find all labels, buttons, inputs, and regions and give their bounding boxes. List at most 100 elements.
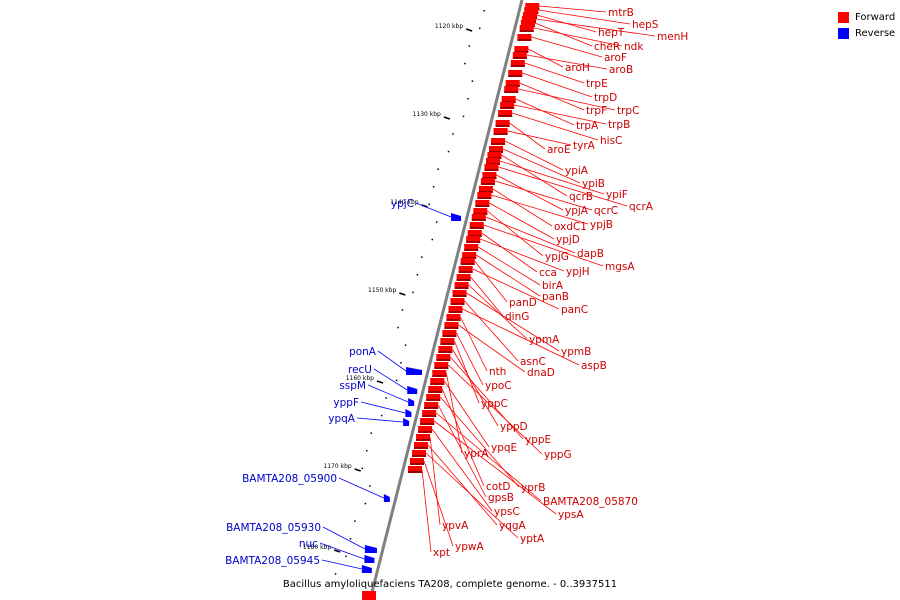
forward-gene-label[interactable]: xpt — [433, 547, 450, 559]
forward-gene-block[interactable] — [466, 236, 481, 243]
forward-gene-block[interactable] — [462, 252, 477, 259]
forward-gene-label[interactable]: oxdC1 — [554, 221, 587, 233]
forward-gene-label[interactable]: cca — [539, 267, 557, 279]
forward-gene-block[interactable] — [525, 3, 540, 10]
reverse-gene-label[interactable]: BAMTA208_05900 — [242, 473, 337, 485]
forward-gene-label[interactable]: qcrC — [594, 205, 618, 217]
forward-gene-block[interactable] — [471, 214, 486, 221]
forward-gene-label[interactable]: ypsA — [558, 509, 584, 521]
reverse-gene-label[interactable]: recU — [348, 364, 372, 376]
forward-gene-label[interactable]: ypjD — [556, 234, 580, 246]
forward-gene-label[interactable]: ypwA — [455, 541, 484, 553]
forward-gene-block[interactable] — [517, 34, 532, 41]
forward-gene-block[interactable] — [491, 138, 506, 145]
forward-gene-label[interactable]: ypjA — [565, 205, 589, 217]
forward-gene-label[interactable]: yqgA — [499, 520, 527, 532]
forward-gene-label[interactable]: dnaD — [527, 367, 555, 379]
reverse-gene-block[interactable] — [407, 386, 418, 394]
forward-gene-block[interactable] — [450, 298, 465, 305]
forward-gene-block[interactable] — [446, 314, 461, 321]
forward-gene-label[interactable]: yppC — [481, 398, 508, 410]
forward-gene-label[interactable]: ypsC — [494, 506, 520, 518]
forward-gene-label[interactable]: panB — [542, 291, 569, 303]
forward-gene-label[interactable]: ypoC — [485, 380, 512, 392]
forward-gene-block[interactable] — [456, 274, 471, 281]
reverse-gene-block[interactable] — [408, 398, 415, 406]
forward-gene-block[interactable] — [412, 450, 427, 457]
forward-gene-label[interactable]: cotD — [486, 481, 510, 493]
forward-gene-block[interactable] — [454, 282, 469, 289]
forward-gene-block[interactable] — [514, 46, 529, 53]
forward-gene-label[interactable]: dapB — [577, 248, 604, 260]
forward-gene-block[interactable] — [414, 442, 429, 449]
forward-gene-block[interactable] — [473, 208, 488, 215]
forward-gene-block[interactable] — [432, 370, 447, 377]
forward-gene-block[interactable] — [442, 330, 457, 337]
reverse-gene-label[interactable]: yppF — [333, 397, 359, 409]
forward-gene-block[interactable] — [504, 86, 519, 93]
forward-gene-label[interactable]: ypmB — [561, 346, 591, 358]
forward-gene-block[interactable] — [484, 164, 499, 171]
reverse-gene-block[interactable] — [383, 494, 390, 502]
forward-gene-block[interactable] — [521, 16, 536, 23]
forward-gene-block[interactable] — [426, 394, 441, 401]
forward-gene-label[interactable]: birA — [542, 280, 564, 292]
reverse-gene-block[interactable] — [406, 367, 423, 375]
forward-gene-block[interactable] — [416, 434, 431, 441]
forward-gene-block[interactable] — [430, 378, 445, 385]
reverse-gene-block[interactable] — [405, 409, 412, 417]
reverse-gene-label[interactable]: BAMTA208_05930 — [226, 522, 321, 534]
forward-gene-block[interactable] — [420, 418, 435, 425]
forward-gene-block[interactable] — [500, 102, 515, 109]
reverse-gene-label[interactable]: BAMTA208_05945 — [225, 555, 320, 567]
forward-gene-block[interactable] — [482, 172, 497, 179]
forward-gene-block[interactable] — [524, 7, 539, 14]
forward-gene-label[interactable]: trpE — [586, 78, 608, 90]
forward-gene-block[interactable] — [478, 186, 493, 193]
forward-gene-block[interactable] — [362, 591, 376, 600]
forward-gene-label[interactable]: aroE — [547, 144, 571, 156]
forward-gene-label[interactable]: panD — [509, 297, 537, 309]
forward-gene-label[interactable]: tyrA — [573, 140, 596, 152]
forward-gene-label[interactable]: qcrB — [569, 191, 593, 203]
forward-gene-block[interactable] — [477, 192, 492, 199]
reverse-gene-block[interactable] — [364, 555, 375, 563]
forward-gene-block[interactable] — [444, 322, 459, 329]
forward-gene-block[interactable] — [480, 178, 495, 185]
forward-gene-block[interactable] — [510, 60, 525, 67]
reverse-gene-label[interactable]: ypqA — [328, 413, 356, 425]
forward-gene-label[interactable]: ypiA — [565, 165, 589, 177]
forward-gene-label[interactable]: ypqE — [491, 442, 517, 454]
forward-gene-label[interactable]: gpsB — [488, 492, 514, 504]
forward-gene-block[interactable] — [519, 25, 534, 32]
forward-gene-label[interactable]: qcrA — [629, 201, 654, 213]
reverse-gene-label[interactable]: nuc — [299, 538, 318, 550]
forward-gene-block[interactable] — [464, 244, 479, 251]
forward-gene-label[interactable]: dinG — [505, 311, 529, 323]
forward-gene-block[interactable] — [522, 12, 537, 19]
forward-gene-label[interactable]: ypmA — [529, 334, 560, 346]
forward-gene-label[interactable]: BAMTA208_05870 — [543, 496, 638, 508]
forward-gene-block[interactable] — [475, 200, 490, 207]
forward-gene-label[interactable]: trpD — [594, 92, 617, 104]
forward-gene-block[interactable] — [520, 20, 535, 27]
forward-gene-label[interactable]: yprB — [521, 482, 545, 494]
forward-gene-label[interactable]: yptA — [520, 533, 545, 545]
forward-gene-block[interactable] — [467, 230, 482, 237]
forward-gene-block[interactable] — [469, 222, 484, 229]
forward-gene-block[interactable] — [436, 354, 451, 361]
forward-gene-label[interactable]: mgsA — [605, 261, 635, 273]
forward-gene-label[interactable]: aspB — [581, 360, 607, 372]
forward-gene-label[interactable]: yppG — [544, 449, 572, 461]
forward-gene-label[interactable]: trpC — [617, 105, 639, 117]
forward-gene-label[interactable]: yprA — [464, 448, 489, 460]
forward-gene-label[interactable]: trpF — [586, 105, 607, 117]
forward-gene-block[interactable] — [434, 362, 449, 369]
reverse-gene-label[interactable]: ypjC — [391, 198, 414, 210]
forward-gene-label[interactable]: trpA — [576, 120, 599, 132]
forward-gene-block[interactable] — [438, 346, 453, 353]
forward-gene-block[interactable] — [428, 386, 443, 393]
forward-gene-block[interactable] — [407, 466, 422, 473]
forward-gene-block[interactable] — [452, 290, 467, 297]
forward-gene-label[interactable]: asnC — [520, 356, 546, 368]
